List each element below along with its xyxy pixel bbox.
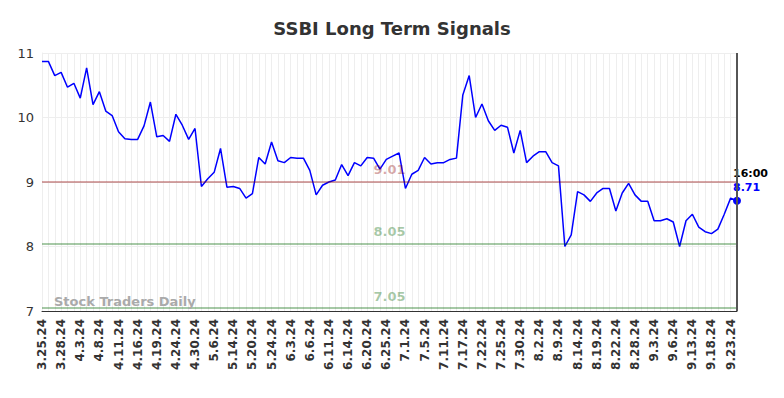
svg-text:7.17.24: 7.17.24 xyxy=(456,319,470,370)
svg-text:8.71: 8.71 xyxy=(733,181,761,195)
svg-text:11: 11 xyxy=(17,46,34,61)
svg-text:5.24.24: 5.24.24 xyxy=(265,319,279,370)
svg-text:9.13.24: 9.13.24 xyxy=(685,319,699,370)
svg-text:9.23.24: 9.23.24 xyxy=(724,319,738,370)
svg-text:8.22.24: 8.22.24 xyxy=(609,319,623,370)
svg-text:4.11.24: 4.11.24 xyxy=(112,319,126,370)
svg-text:9: 9 xyxy=(26,175,34,190)
svg-text:Stock Traders Daily: Stock Traders Daily xyxy=(54,294,196,309)
svg-text:7.22.24: 7.22.24 xyxy=(475,319,489,370)
svg-text:8.28.24: 8.28.24 xyxy=(628,319,642,370)
svg-text:9.18.24: 9.18.24 xyxy=(704,319,718,370)
svg-text:7.11.24: 7.11.24 xyxy=(437,319,451,370)
svg-text:6.11.24: 6.11.24 xyxy=(322,319,336,370)
svg-text:8.9.24: 8.9.24 xyxy=(551,319,565,362)
svg-text:9.6.24: 9.6.24 xyxy=(666,319,680,362)
svg-text:9.01: 9.01 xyxy=(373,162,405,177)
svg-text:16:00: 16:00 xyxy=(733,167,768,180)
svg-text:8.14.24: 8.14.24 xyxy=(571,319,585,370)
svg-text:4.3.24: 4.3.24 xyxy=(73,319,87,362)
svg-text:7.25.24: 7.25.24 xyxy=(494,319,508,370)
svg-text:7.5.24: 7.5.24 xyxy=(418,319,432,362)
svg-text:7.1.24: 7.1.24 xyxy=(398,319,412,362)
svg-text:8: 8 xyxy=(26,239,34,254)
svg-text:6.6.24: 6.6.24 xyxy=(303,319,317,362)
svg-text:5.14.24: 5.14.24 xyxy=(226,319,240,370)
svg-text:4.19.24: 4.19.24 xyxy=(150,319,164,370)
svg-text:7.05: 7.05 xyxy=(373,289,405,304)
svg-text:6.20.24: 6.20.24 xyxy=(360,319,374,370)
svg-text:3.25.24: 3.25.24 xyxy=(35,319,49,370)
svg-text:7.30.24: 7.30.24 xyxy=(513,319,527,370)
svg-text:SSBI Long Term Signals: SSBI Long Term Signals xyxy=(273,18,510,39)
svg-text:5.20.24: 5.20.24 xyxy=(245,319,259,370)
svg-text:10: 10 xyxy=(17,110,34,125)
svg-text:6.14.24: 6.14.24 xyxy=(341,319,355,370)
svg-text:4.8.24: 4.8.24 xyxy=(92,319,106,362)
svg-text:9.3.24: 9.3.24 xyxy=(647,319,661,362)
svg-text:7: 7 xyxy=(26,304,34,319)
svg-text:6.25.24: 6.25.24 xyxy=(379,319,393,370)
svg-text:4.24.24: 4.24.24 xyxy=(169,319,183,370)
svg-text:8.05: 8.05 xyxy=(373,224,405,239)
svg-text:8.19.24: 8.19.24 xyxy=(590,319,604,370)
svg-text:4.16.24: 4.16.24 xyxy=(131,319,145,370)
svg-text:8.2.24: 8.2.24 xyxy=(532,319,546,362)
svg-text:4.30.24: 4.30.24 xyxy=(188,319,202,370)
svg-text:5.6.24: 5.6.24 xyxy=(207,319,221,362)
svg-text:3.28.24: 3.28.24 xyxy=(54,319,68,370)
svg-text:6.3.24: 6.3.24 xyxy=(284,319,298,362)
